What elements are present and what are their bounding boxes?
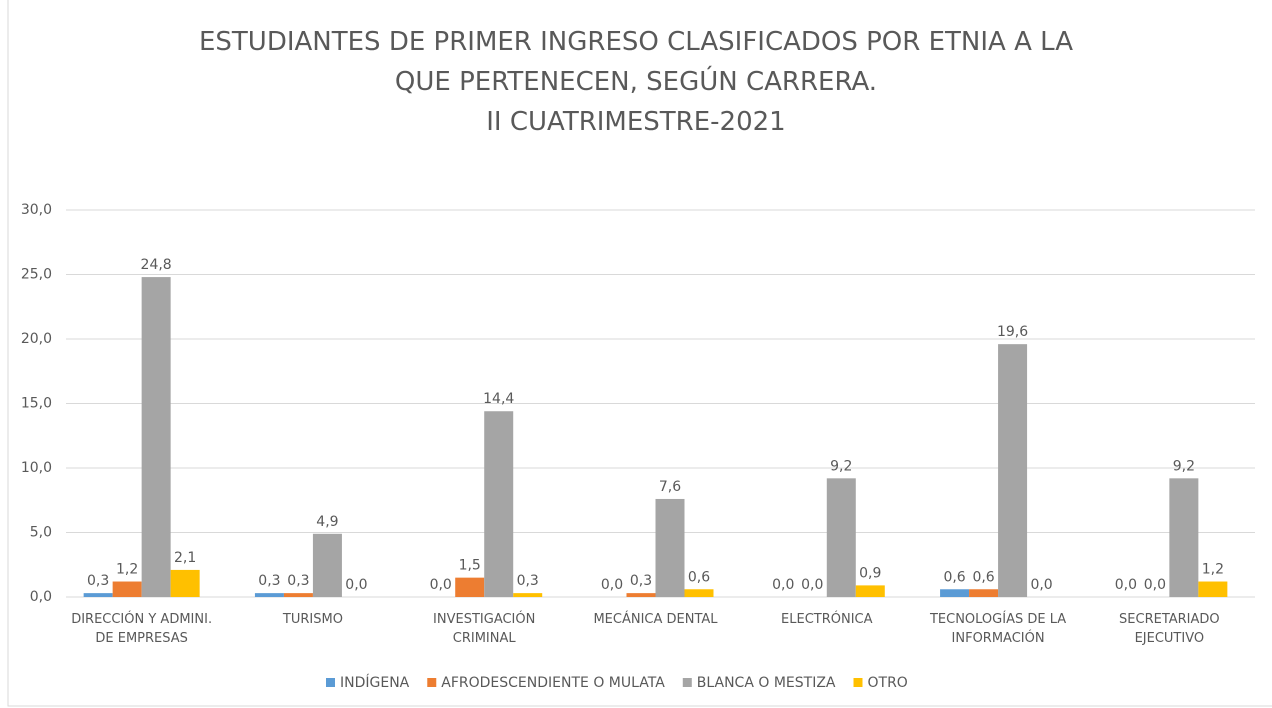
y-tick-label: 15,0 bbox=[21, 396, 52, 412]
data-label: 19,6 bbox=[997, 324, 1028, 340]
bar bbox=[969, 589, 999, 597]
x-tick-label: TURISMO bbox=[282, 612, 343, 627]
y-tick-label: 30,0 bbox=[21, 202, 52, 218]
bar bbox=[826, 478, 856, 597]
bar bbox=[684, 589, 714, 597]
data-label: 1,5 bbox=[459, 558, 481, 574]
data-label: 4,9 bbox=[316, 514, 338, 530]
bar bbox=[312, 533, 342, 597]
chart-subtitle: II CUATRIMESTRE-2021 bbox=[486, 107, 786, 137]
bar bbox=[1169, 478, 1199, 597]
legend-label: AFRODESCENDIENTE O MULATA bbox=[441, 675, 665, 691]
data-label: 0,3 bbox=[517, 573, 539, 589]
data-label: 0,0 bbox=[772, 577, 794, 593]
data-label: 0,3 bbox=[258, 573, 280, 589]
bar bbox=[254, 593, 284, 597]
data-label: 9,2 bbox=[1173, 458, 1195, 474]
data-label: 1,2 bbox=[116, 562, 138, 578]
data-label: 0,0 bbox=[1144, 577, 1166, 593]
x-tick-label: INVESTIGACIÓN CRIMINAL bbox=[433, 612, 536, 646]
data-label: 14,4 bbox=[483, 391, 514, 407]
chart-border bbox=[7, 0, 1272, 707]
bar bbox=[855, 585, 885, 597]
legend-label: INDÍGENA bbox=[340, 674, 410, 691]
x-tick-label: SECRETARIADO EJECUTIVO bbox=[1119, 612, 1220, 646]
data-label: 7,6 bbox=[659, 479, 681, 495]
bar bbox=[940, 589, 970, 597]
bar bbox=[998, 344, 1028, 597]
y-tick-label: 5,0 bbox=[30, 525, 52, 541]
data-label: 0,9 bbox=[859, 565, 881, 581]
legend-swatch bbox=[853, 678, 863, 687]
bar bbox=[1198, 581, 1228, 597]
data-label: 0,6 bbox=[688, 569, 710, 585]
bar bbox=[626, 593, 656, 597]
chart-title: ESTUDIANTES DE PRIMER INGRESO CLASIFICAD… bbox=[198, 27, 1074, 97]
legend-swatch bbox=[427, 678, 437, 687]
x-tick-label: ELECTRÓNICA bbox=[781, 612, 873, 627]
data-label: 1,2 bbox=[1202, 562, 1224, 578]
data-label: 24,8 bbox=[141, 257, 172, 273]
bar bbox=[170, 569, 200, 597]
data-label: 0,3 bbox=[87, 573, 109, 589]
bar bbox=[484, 411, 514, 597]
y-tick-label: 20,0 bbox=[21, 331, 52, 347]
bar bbox=[455, 577, 485, 597]
bar bbox=[513, 593, 543, 597]
data-label: 9,2 bbox=[830, 458, 852, 474]
data-label: 0,3 bbox=[630, 573, 652, 589]
bar bbox=[655, 498, 685, 597]
data-label: 0,6 bbox=[943, 569, 965, 585]
data-label: 0,0 bbox=[801, 577, 823, 593]
bar bbox=[141, 277, 171, 597]
y-tick-label: 25,0 bbox=[21, 267, 52, 283]
data-label: 0,0 bbox=[1115, 577, 1137, 593]
y-tick-label: 10,0 bbox=[21, 460, 52, 476]
x-tick-label: MECÁNICA DENTAL bbox=[593, 612, 718, 627]
data-label: 0,0 bbox=[601, 577, 623, 593]
bar bbox=[83, 593, 113, 597]
bar bbox=[283, 593, 313, 597]
x-tick-label: TECNOLOGÍAS DE LA INFORMACIÓN bbox=[929, 612, 1067, 646]
data-label: 0,0 bbox=[430, 577, 452, 593]
bar bbox=[112, 581, 142, 597]
y-tick-label: 0,0 bbox=[30, 589, 52, 605]
data-label: 0,3 bbox=[287, 573, 309, 589]
x-tick-label: DIRECCIÓN Y ADMINI. DE EMPRESAS bbox=[71, 612, 213, 646]
data-label: 0,0 bbox=[1030, 577, 1052, 593]
data-label: 2,1 bbox=[174, 550, 196, 566]
legend-label: OTRO bbox=[868, 675, 908, 691]
legend-swatch bbox=[682, 678, 692, 687]
legend-label: BLANCA O MESTIZA bbox=[697, 675, 836, 691]
legend-swatch bbox=[326, 678, 335, 687]
data-label: 0,0 bbox=[345, 577, 367, 593]
data-label: 0,6 bbox=[972, 569, 994, 585]
